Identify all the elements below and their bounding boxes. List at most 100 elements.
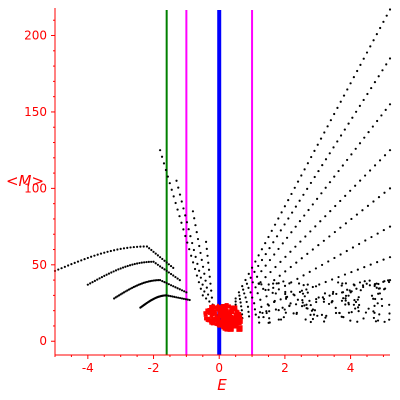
data-point [150, 279, 153, 282]
data-point [334, 204, 337, 208]
data-point [331, 278, 334, 281]
data-point [324, 316, 327, 319]
data-point [377, 75, 380, 78]
data-point [206, 293, 210, 296]
data-point [204, 279, 207, 282]
data-point [300, 174, 303, 177]
data-point [199, 287, 202, 290]
data-point [207, 316, 210, 320]
data-point [289, 302, 292, 305]
data-point [339, 199, 342, 203]
data-point [316, 143, 319, 146]
data-point [388, 303, 391, 306]
data-point [309, 303, 312, 307]
data-point [218, 305, 222, 310]
data-point [90, 255, 93, 258]
data-point [377, 282, 380, 286]
data-point [308, 299, 311, 302]
data-point [333, 175, 336, 178]
data-point [324, 186, 327, 189]
branch [53, 245, 175, 273]
data-point [274, 265, 277, 269]
data-point [316, 314, 319, 317]
data-point [368, 279, 371, 282]
data-point [277, 288, 280, 291]
data-point [359, 289, 362, 292]
data-point [268, 247, 271, 250]
data-point [247, 315, 251, 318]
branch [234, 103, 392, 306]
data-point [388, 318, 391, 321]
data-point [382, 258, 385, 261]
data-point [306, 291, 309, 294]
data-point [298, 199, 301, 202]
data-point [275, 235, 279, 238]
data-point [344, 222, 347, 225]
data-point [369, 45, 372, 48]
data-point [67, 264, 70, 267]
data-point [236, 312, 242, 317]
data-point [216, 303, 220, 306]
data-point [149, 280, 152, 283]
data-point [237, 291, 241, 294]
data-point [258, 321, 261, 324]
data-point [331, 292, 334, 295]
data-point [214, 314, 218, 317]
data-point [186, 241, 189, 244]
data-point [180, 221, 183, 224]
data-point [271, 291, 274, 294]
data-point [361, 284, 365, 287]
data-point [300, 305, 304, 308]
data-point [167, 294, 170, 297]
data-point [383, 280, 386, 283]
data-point [358, 104, 361, 107]
data-point [387, 280, 391, 284]
data-point [188, 248, 191, 251]
data-point [344, 297, 347, 300]
data-point [305, 303, 308, 306]
data-point [192, 248, 196, 252]
data-point [122, 247, 126, 250]
data-point [326, 125, 329, 128]
data-point [354, 300, 358, 304]
data-point [152, 260, 155, 263]
data-point [311, 203, 314, 206]
data-point [126, 246, 129, 249]
data-point [226, 304, 231, 309]
data-point [124, 290, 127, 293]
branch [86, 260, 181, 286]
data-point [358, 242, 361, 246]
data-point [281, 242, 284, 245]
data-point [91, 281, 94, 284]
data-point [311, 308, 315, 311]
data-point [293, 186, 296, 189]
data-point [249, 291, 252, 294]
data-point [364, 239, 367, 242]
data-point [378, 292, 382, 295]
data-point [272, 286, 275, 289]
branch [234, 225, 392, 315]
branch [175, 179, 208, 300]
data-point [303, 168, 306, 171]
data-point [182, 297, 186, 300]
data-point [238, 297, 242, 301]
data-point [174, 201, 177, 205]
data-point [383, 320, 386, 323]
data-point [131, 263, 134, 266]
data-point [306, 252, 309, 255]
data-point [319, 220, 322, 223]
data-point [306, 187, 309, 190]
data-point [344, 303, 347, 306]
data-point [359, 63, 362, 66]
data-point [353, 298, 356, 302]
data-point [100, 276, 104, 279]
data-point [349, 82, 352, 85]
data-point [350, 311, 353, 314]
data-point [290, 231, 293, 234]
data-point [230, 305, 233, 308]
data-point [346, 288, 349, 291]
data-point [196, 262, 199, 265]
data-point [195, 231, 198, 234]
data-point [156, 263, 160, 266]
data-point [136, 284, 139, 287]
